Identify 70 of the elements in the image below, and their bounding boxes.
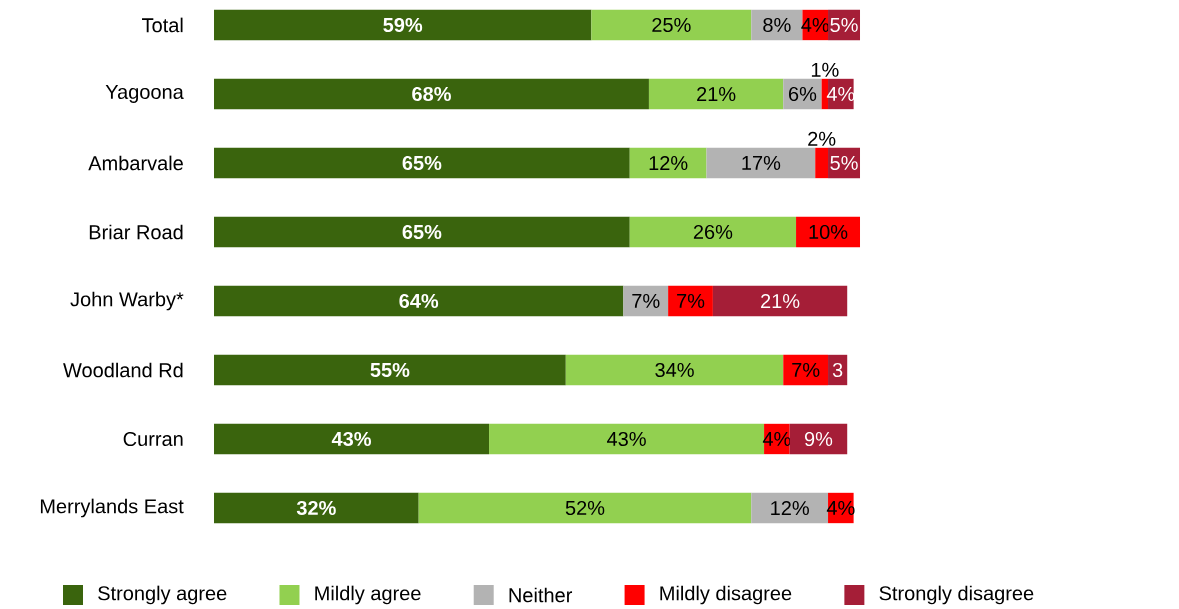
- data-label: 10%: [809, 224, 848, 240]
- y-tick-label: Yagoona: [105, 85, 184, 103]
- bar: [214, 216, 630, 248]
- bar: [712, 285, 848, 317]
- legend-label: Strongly disagree: [879, 585, 1034, 605]
- data-label: 65%: [402, 155, 442, 171]
- data-label: 59%: [383, 17, 423, 33]
- bar: [214, 492, 419, 524]
- data-label: 65%: [402, 224, 442, 240]
- bar: [591, 9, 752, 41]
- data-label: 3: [832, 362, 843, 378]
- bar: [821, 78, 829, 110]
- legend-label: Mildly agree: [315, 585, 421, 605]
- bar: [214, 423, 490, 455]
- bar: [796, 216, 861, 248]
- y-tick-label: Ambarvale: [88, 155, 183, 171]
- data-label: 25%: [652, 17, 691, 33]
- bar: [789, 423, 848, 455]
- bar: [214, 78, 649, 110]
- data-label: 9%: [804, 431, 833, 447]
- bar: [706, 147, 816, 179]
- y-tick-label: Briar Road: [89, 224, 183, 240]
- data-label: 12%: [649, 155, 688, 171]
- legend-label: Strongly agree: [98, 585, 227, 605]
- data-label: 4%: [826, 86, 855, 101]
- data-label: 52%: [565, 500, 605, 516]
- y-tick-label: Woodland Rd: [63, 362, 183, 378]
- legend-label: Neither: [509, 587, 573, 603]
- bar: [648, 78, 784, 110]
- y-tick-label: Merrylands East: [40, 498, 184, 518]
- legend-label: Mildly disagree: [660, 585, 792, 605]
- bar: [668, 285, 713, 317]
- data-label: 43%: [606, 431, 646, 447]
- y-tick-label: John Warby*: [70, 291, 184, 311]
- bar: [629, 216, 797, 248]
- bar: [489, 423, 765, 455]
- bar: [751, 9, 803, 41]
- data-label: 7%: [792, 362, 820, 377]
- bar: [623, 285, 669, 317]
- bar: [565, 354, 784, 386]
- y-tick-label: Total: [142, 17, 183, 33]
- data-label: 34%: [655, 362, 694, 378]
- data-label: 26%: [693, 224, 733, 240]
- data-label: 2%: [808, 131, 836, 146]
- bar: [214, 9, 592, 41]
- data-label: 32%: [296, 500, 336, 516]
- data-label: 68%: [412, 86, 451, 102]
- data-label: 64%: [399, 293, 439, 309]
- bar: [214, 147, 630, 179]
- bar: [783, 354, 829, 386]
- data-label: 1%: [811, 62, 839, 77]
- data-label: 8%: [763, 17, 791, 33]
- data-label: 5%: [830, 17, 858, 33]
- bar: [815, 147, 829, 179]
- data-label: 21%: [697, 86, 736, 102]
- bar: [214, 354, 566, 386]
- data-label: 6%: [789, 86, 817, 102]
- data-label: 12%: [771, 500, 809, 516]
- bar: [751, 492, 829, 524]
- data-label: 21%: [761, 293, 800, 309]
- bar: [629, 147, 707, 179]
- data-label: 43%: [331, 431, 371, 447]
- data-label: 7%: [677, 293, 705, 308]
- bar: [418, 492, 752, 524]
- data-label: 7%: [632, 293, 660, 308]
- data-label: 17%: [742, 155, 781, 170]
- y-tick-label: Curran: [123, 431, 183, 447]
- data-label: 5%: [830, 155, 858, 171]
- bar: [214, 285, 624, 317]
- data-label: 55%: [370, 362, 410, 378]
